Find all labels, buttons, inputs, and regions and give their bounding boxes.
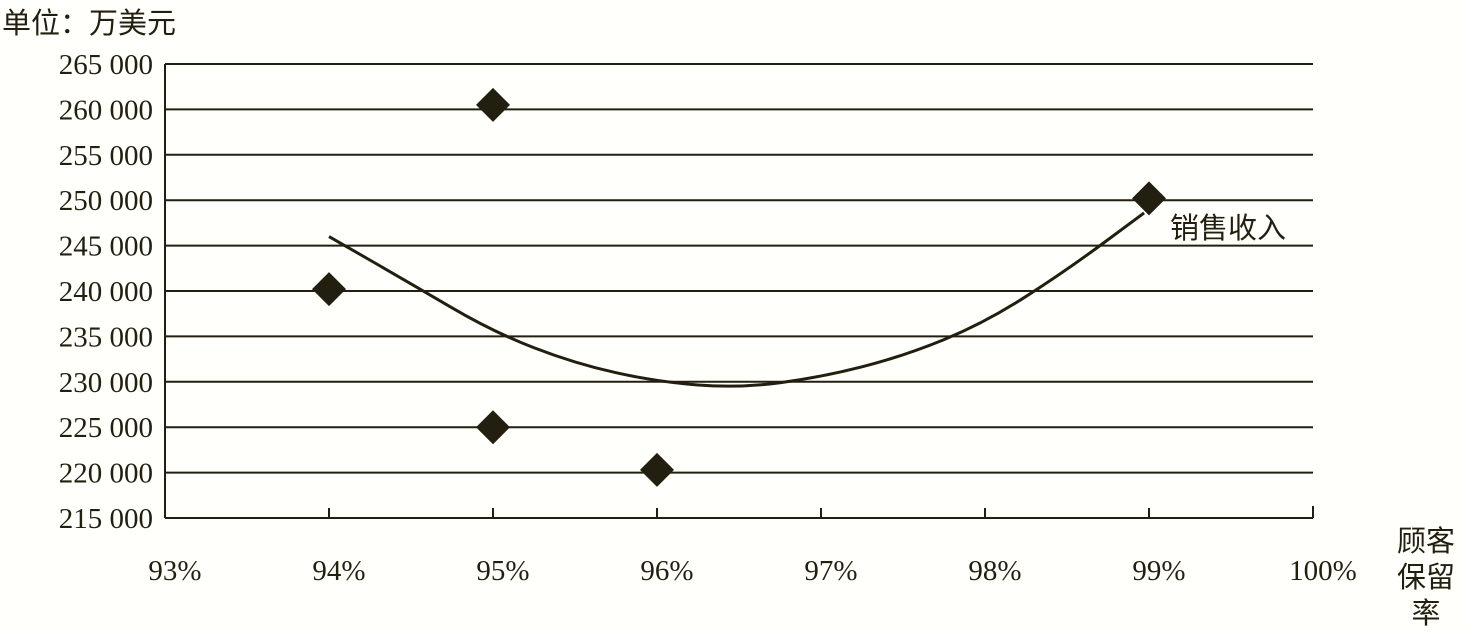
data-point-diamond [640,452,674,487]
x-tick-label: 100% [1289,555,1357,587]
x-tick-label: 99% [1132,555,1185,587]
y-tick-label: 235 000 [59,321,153,353]
x-tick-label: 94% [312,555,365,587]
y-tick-label: 240 000 [59,276,153,308]
x-tick-label: 93% [148,555,201,587]
series-annotation-label: 销售收入 [1170,212,1286,245]
x-tick-label: 95% [476,555,529,587]
y-tick-label: 220 000 [59,458,153,490]
y-tick-label: 215 000 [59,503,153,535]
data-point-diamond [1132,181,1166,216]
y-tick-label: 260 000 [59,94,153,126]
x-axis-title-line-1: 顾客 [1396,526,1455,558]
y-tick-label: 255 000 [59,140,153,172]
data-point-diamond [312,272,346,307]
scatter-chart: 265 000 260 000 255 000 250 000 245 000 240 0… [59,49,1357,587]
trendline [328,211,1145,388]
y-tick-label: 250 000 [59,185,153,217]
x-tick-label: 97% [804,555,857,587]
y-tick-label: 225 000 [59,412,153,444]
y-tick-label: 245 000 [59,231,153,263]
unit-label: 单位：万美元 [2,8,177,40]
data-point-diamond [476,87,510,122]
x-tick-label: 98% [968,555,1021,587]
y-tick-label: 265 000 [59,49,153,81]
data-point-diamond [476,410,510,445]
y-tick-label: 230 000 [59,367,153,399]
x-tick-label: 96% [640,555,693,587]
